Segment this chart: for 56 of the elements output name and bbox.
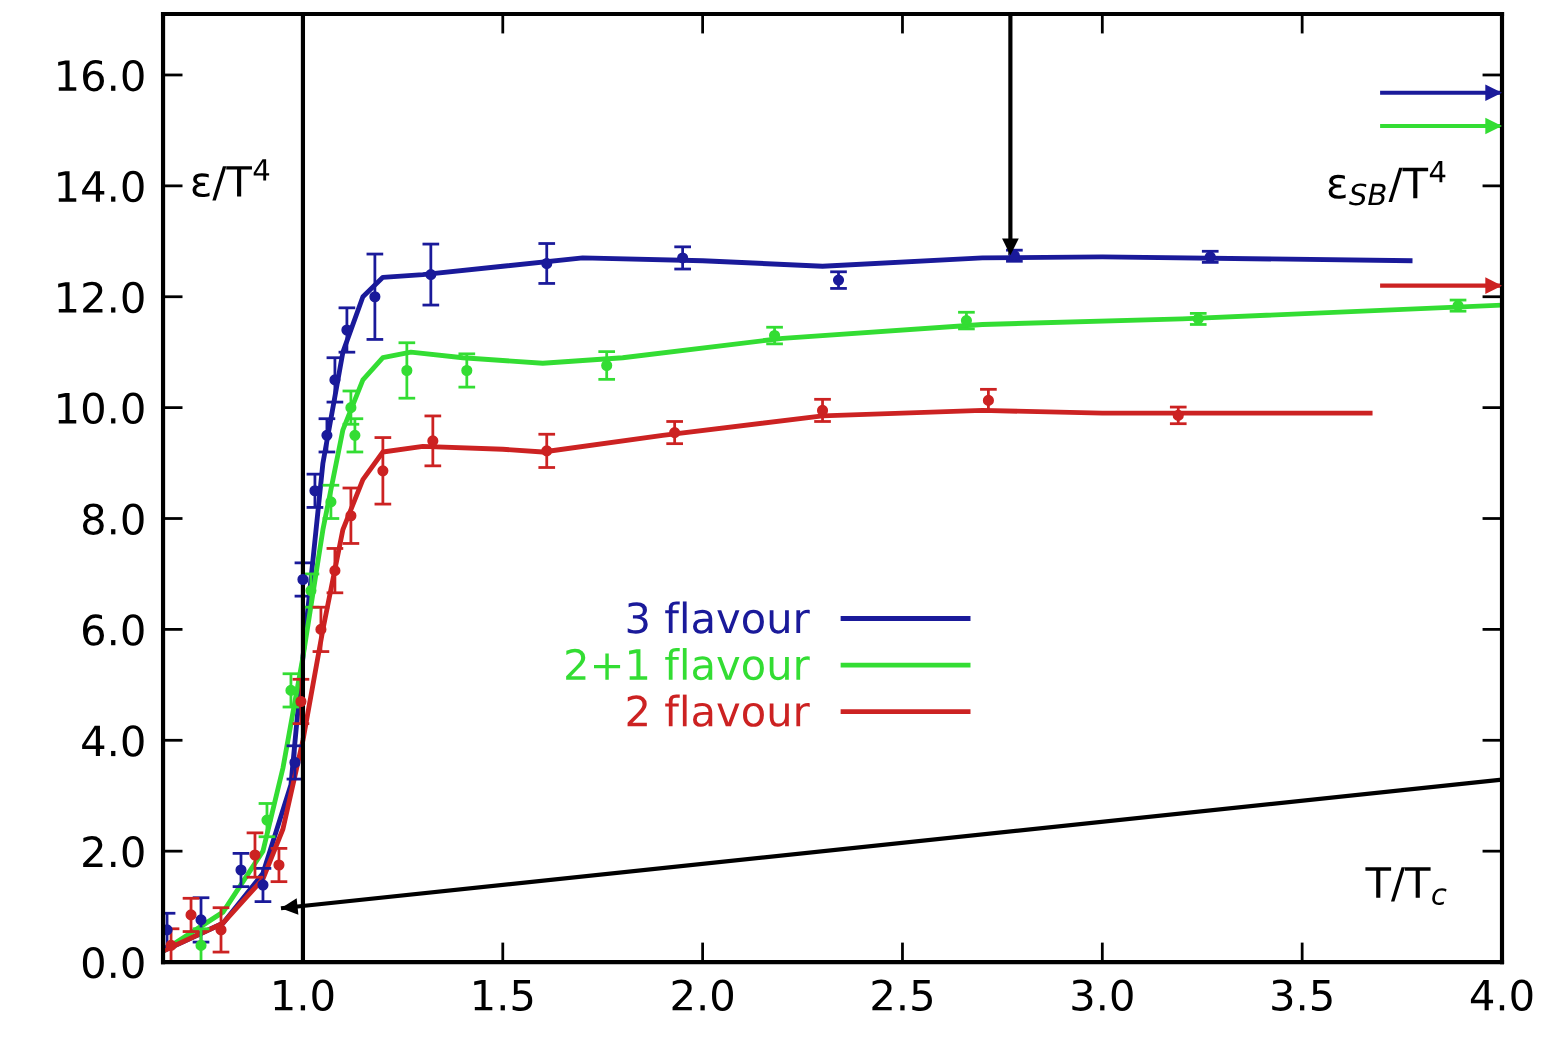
point	[461, 364, 473, 377]
y-tick-label: 10.0	[58, 392, 144, 425]
point	[345, 402, 357, 414]
x-tick-label: 1.0	[274, 979, 334, 1011]
point	[321, 429, 333, 441]
point	[401, 364, 413, 377]
y-tick-label: 6.0	[83, 614, 144, 646]
legend-label: 3 flavour	[627, 601, 810, 634]
point	[982, 394, 994, 406]
point	[541, 445, 553, 457]
point	[425, 269, 437, 281]
y-tick-label: 4.0	[82, 725, 144, 757]
point	[215, 924, 227, 936]
point	[295, 695, 307, 708]
point	[369, 291, 381, 303]
point	[261, 814, 273, 826]
x-tick-label: 2.0	[672, 979, 733, 1011]
y-tick-label: 14.0	[58, 170, 144, 203]
x-axis-title: T/T$_{c}$	[1365, 867, 1447, 905]
point	[305, 585, 317, 597]
x-tick-label: 4.0	[1470, 979, 1533, 1011]
point	[185, 909, 197, 921]
annotation: ε$_{SB}$/T$^{4}$	[1328, 160, 1446, 206]
point	[345, 510, 357, 522]
x-tick-label: 2.5	[872, 979, 932, 1011]
point	[165, 939, 177, 951]
point	[273, 859, 285, 871]
point	[1172, 409, 1184, 421]
point	[315, 623, 327, 635]
point	[377, 465, 389, 477]
y-axis-title: ε/T$^{4}$	[192, 159, 270, 201]
y-tick-label: 8.0	[82, 503, 144, 535]
x-tick-label: 1.5	[474, 980, 533, 1011]
x-tick-label: 3.0	[1072, 979, 1133, 1011]
point	[195, 939, 207, 951]
point	[329, 565, 341, 577]
point	[235, 864, 247, 876]
point	[669, 427, 681, 439]
x-tick-label: 3.5	[1272, 979, 1332, 1011]
y-tick-label: 0.0	[82, 946, 144, 979]
y-tick-label: 12.0	[58, 281, 144, 314]
point	[325, 496, 337, 508]
point	[257, 879, 269, 891]
point	[349, 429, 361, 441]
point	[297, 573, 309, 586]
point	[329, 374, 341, 386]
point	[677, 252, 689, 264]
legend-label: 2 flavour	[627, 694, 810, 727]
point	[1192, 313, 1204, 325]
legend-label: 2+1 flavour	[566, 648, 810, 681]
point	[195, 914, 207, 926]
y-tick-label: 16.0	[58, 59, 144, 92]
point	[541, 257, 553, 270]
point	[249, 849, 261, 861]
y-tick-label: 2.0	[83, 836, 144, 868]
point	[289, 756, 301, 769]
